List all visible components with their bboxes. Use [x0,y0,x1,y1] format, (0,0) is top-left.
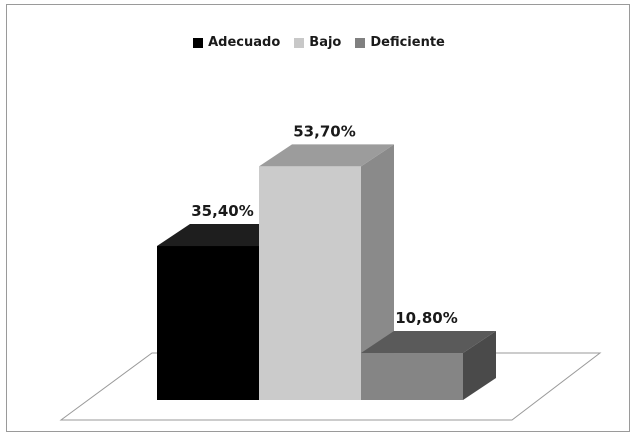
bar-side-deficiente [463,331,496,400]
legend-item-adecuado: Adecuado [193,35,280,50]
plot-area: 35,40% 53,70% 10,80% [59,122,602,421]
bar-bajo [259,166,361,400]
legend-label-bajo: Bajo [309,35,342,50]
data-label-deficiente: 10,80% [395,309,457,327]
bar-top-adecuado [157,224,292,247]
bar-side-bajo [361,144,394,400]
chart-frame: Adecuado Bajo Deficiente 35,40% 53,70% 10,… [6,4,630,432]
data-label-adecuado: 35,40% [191,202,253,220]
bar-top-bajo [259,144,394,167]
legend-label-deficiente: Deficiente [370,35,445,50]
legend: Adecuado Bajo Deficiente [7,35,631,50]
bar-adecuado [157,246,259,400]
legend-item-deficiente: Deficiente [355,35,445,50]
bar-top-deficiente [361,331,496,354]
legend-swatch-deficiente [355,37,366,48]
legend-swatch-bajo [294,37,305,48]
legend-label-adecuado: Adecuado [208,35,281,50]
legend-swatch-adecuado [193,37,204,48]
data-label-bajo: 53,70% [293,122,355,140]
bar-deficiente [361,353,463,400]
legend-item-bajo: Bajo [294,35,341,50]
